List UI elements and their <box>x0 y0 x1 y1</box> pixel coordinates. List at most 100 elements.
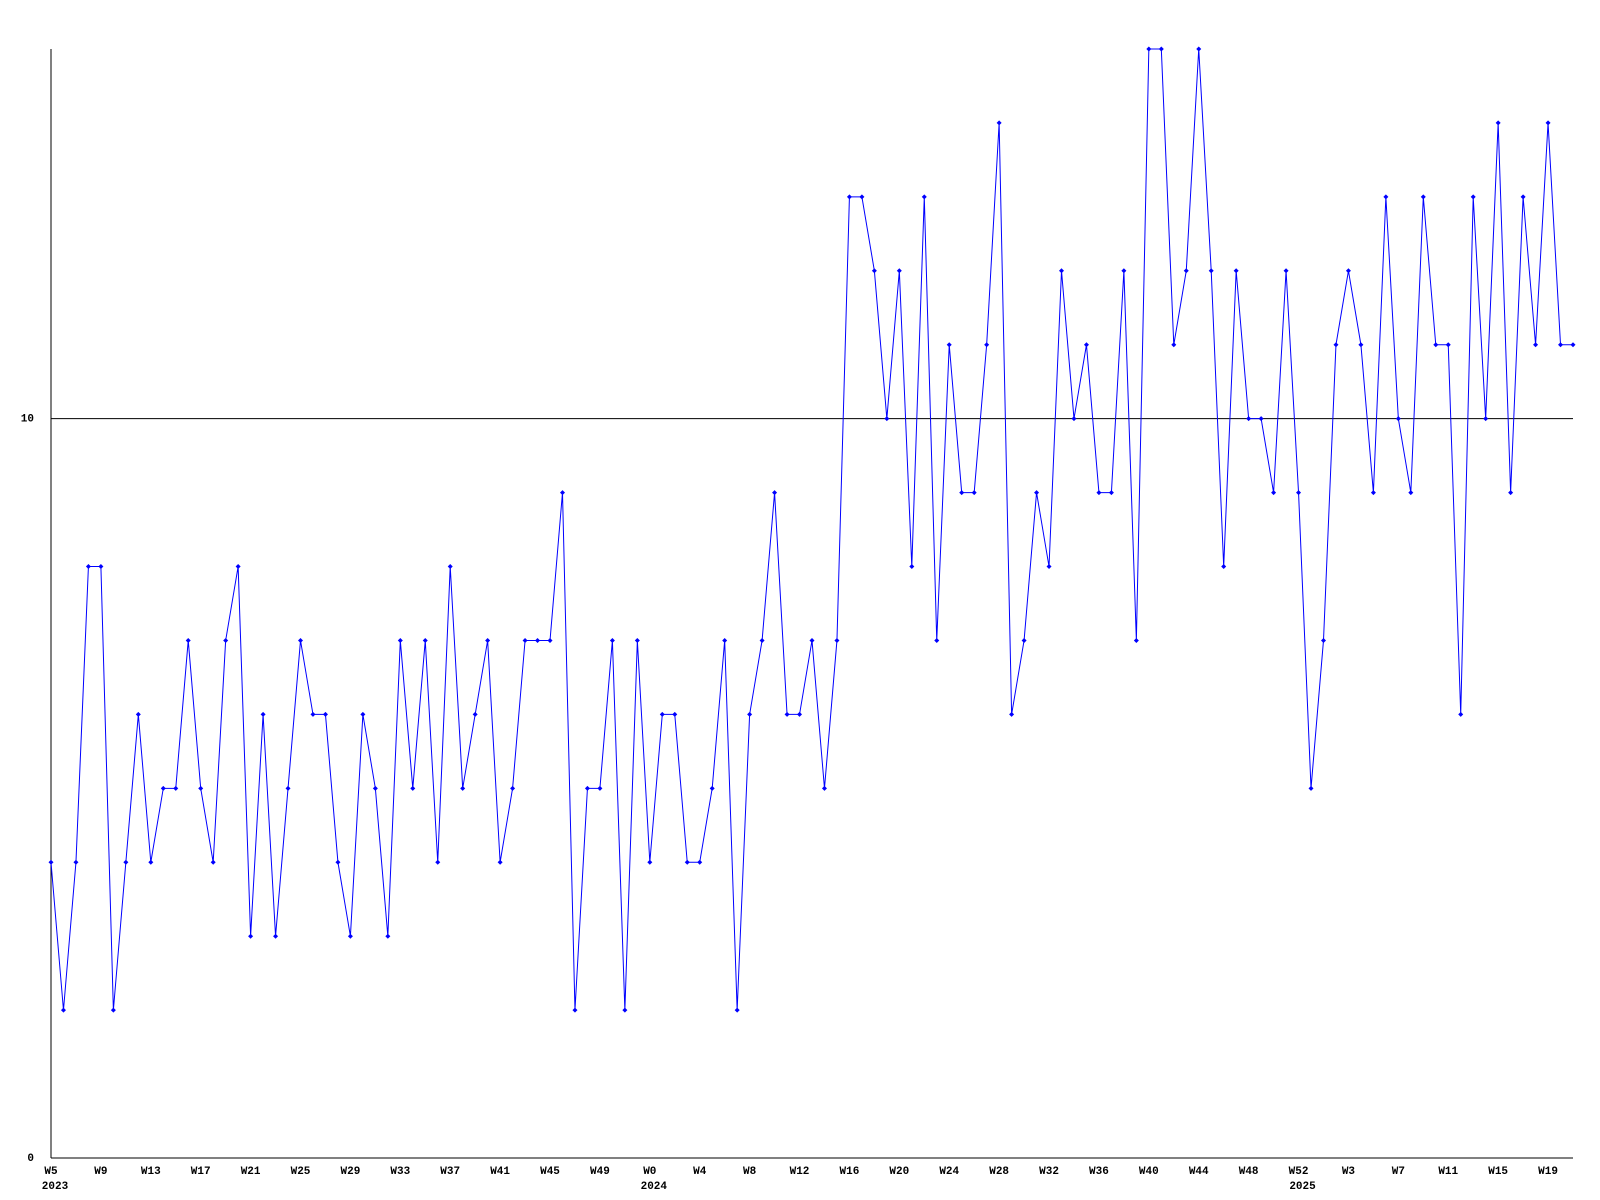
point <box>1395 416 1401 422</box>
point <box>1009 711 1015 717</box>
point <box>884 416 890 422</box>
x-tick-label: W29 <box>341 1166 361 1178</box>
point <box>73 859 79 865</box>
point <box>1383 194 1389 200</box>
x-tick-label: W48 <box>1239 1166 1259 1178</box>
point <box>1433 342 1439 348</box>
year-label: 2024 <box>641 1181 668 1193</box>
point <box>1458 711 1464 717</box>
point <box>98 564 104 570</box>
x-tick-label: W36 <box>1089 1166 1109 1178</box>
point <box>1071 416 1077 422</box>
point <box>1096 490 1102 496</box>
point <box>360 711 366 717</box>
point <box>472 711 478 717</box>
point <box>422 637 428 643</box>
point <box>759 637 765 643</box>
point <box>772 490 778 496</box>
point <box>1520 194 1526 200</box>
point <box>659 711 665 717</box>
point <box>996 120 1002 126</box>
point <box>896 268 902 274</box>
point <box>1495 120 1501 126</box>
point <box>273 933 279 939</box>
point <box>846 194 852 200</box>
x-tick-label: W21 <box>241 1166 261 1178</box>
point <box>1183 268 1189 274</box>
point <box>1558 342 1564 348</box>
x-tick-label: W9 <box>94 1166 107 1178</box>
point <box>173 785 179 791</box>
point <box>1059 268 1065 274</box>
point <box>285 785 291 791</box>
point <box>1445 342 1451 348</box>
point <box>310 711 316 717</box>
point <box>435 859 441 865</box>
point <box>497 859 503 865</box>
point <box>946 342 952 348</box>
x-tick-label: W19 <box>1538 1166 1558 1178</box>
point <box>572 1007 578 1013</box>
point <box>410 785 416 791</box>
x-tick-label: W8 <box>743 1166 757 1178</box>
point <box>485 637 491 643</box>
year-label: 2025 <box>1289 1181 1316 1193</box>
point <box>709 785 715 791</box>
point <box>1258 416 1264 422</box>
point <box>647 859 653 865</box>
point <box>1508 490 1514 496</box>
point <box>160 785 166 791</box>
point <box>672 711 678 717</box>
point <box>1296 490 1302 496</box>
point <box>1271 490 1277 496</box>
point <box>460 785 466 791</box>
x-tick-label: W3 <box>1342 1166 1356 1178</box>
point <box>1533 342 1539 348</box>
point <box>1021 637 1027 643</box>
point <box>1208 268 1214 274</box>
point <box>260 711 266 717</box>
x-tick-label: W37 <box>440 1166 460 1178</box>
point <box>821 785 827 791</box>
x-tick-label: W16 <box>840 1166 860 1178</box>
x-tick-label: W20 <box>889 1166 909 1178</box>
point <box>397 637 403 643</box>
point <box>1221 564 1227 570</box>
point <box>959 490 965 496</box>
point <box>1196 46 1202 52</box>
point <box>1034 490 1040 496</box>
point <box>347 933 353 939</box>
point <box>85 564 91 570</box>
point <box>322 711 328 717</box>
point <box>372 785 378 791</box>
x-tick-label: W4 <box>693 1166 707 1178</box>
x-tick-label: W44 <box>1189 1166 1209 1178</box>
point <box>734 1007 740 1013</box>
point <box>522 637 528 643</box>
point <box>634 637 640 643</box>
point <box>198 785 204 791</box>
point <box>984 342 990 348</box>
point <box>547 637 553 643</box>
point <box>1158 46 1164 52</box>
point <box>535 637 541 643</box>
x-tick-label: W13 <box>141 1166 161 1178</box>
point <box>622 1007 628 1013</box>
point <box>1370 490 1376 496</box>
point <box>48 859 54 865</box>
point <box>684 859 690 865</box>
point <box>298 637 304 643</box>
x-tick-label: W45 <box>540 1166 560 1178</box>
x-tick-label: W32 <box>1039 1166 1059 1178</box>
point <box>223 637 229 643</box>
point <box>248 933 254 939</box>
point <box>1108 490 1114 496</box>
point <box>235 564 241 570</box>
x-tick-label: W41 <box>490 1166 510 1178</box>
point <box>135 711 141 717</box>
point <box>859 194 865 200</box>
x-tick-label: W28 <box>989 1166 1009 1178</box>
x-tick-label: W12 <box>790 1166 810 1178</box>
point <box>747 711 753 717</box>
point <box>809 637 815 643</box>
